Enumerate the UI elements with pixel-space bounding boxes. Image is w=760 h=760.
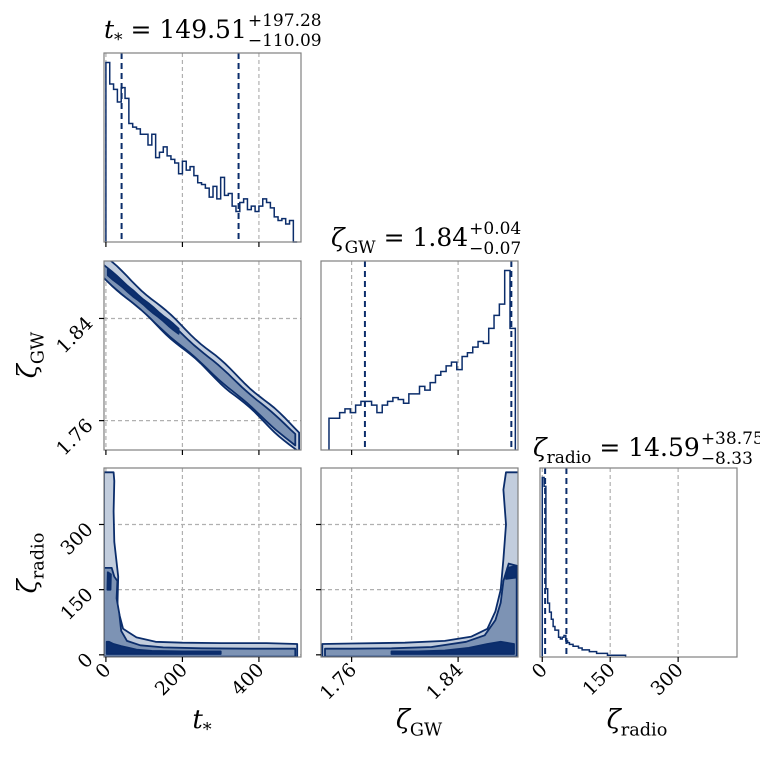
x-axis-label-zeta-gw: ζGW (396, 705, 443, 740)
panel-frame-0-0 (103, 52, 302, 243)
contour-inner-t-zgw (106, 268, 180, 335)
panel-frame-2-0 (103, 467, 302, 658)
contour-inner-zgw-zradio (390, 640, 515, 655)
title-1: ζGW = 1.84 (331, 223, 468, 258)
y-axis-label-zeta-gw: ζGW (13, 331, 48, 378)
contour-inner-t-zradio (105, 640, 222, 655)
x-tick-label: 1.76 (316, 659, 361, 704)
panel-frame-1-0 (103, 260, 302, 451)
x-tick-label: 400 (227, 659, 268, 700)
title-upper-error-0: +197.28 (248, 11, 322, 31)
x-axis-label-zeta-radio: ζradio (607, 705, 668, 740)
panel-frame-1-1 (320, 260, 519, 451)
contour-island-zgw-zradio (505, 564, 518, 580)
histogram-zeta-radio (541, 476, 627, 657)
title-2: ζradio = 14.59 (533, 433, 700, 468)
title-lower-error-1: −0.07 (469, 239, 521, 259)
title-0: t* = 149.51 (104, 15, 247, 50)
y-tick-label: 1.84 (52, 312, 97, 357)
x-tick-label: 300 (646, 659, 687, 700)
x-tick-label: 0 (528, 659, 552, 683)
x-tick-label: 1.84 (422, 659, 467, 704)
x-axis-label-t-star: t* (192, 705, 211, 740)
histogram-t-star (105, 61, 298, 243)
y-tick-label: 1.76 (52, 415, 97, 460)
title-lower-error-2: −8.33 (701, 449, 753, 469)
histogram-zeta-gw (328, 269, 517, 450)
contour-island-t-zradio (106, 571, 112, 591)
title-upper-error-1: +0.04 (469, 219, 521, 239)
contour-outer-t-zradio (104, 471, 299, 657)
x-tick-label: 200 (151, 659, 192, 700)
y-tick-label: 150 (56, 584, 97, 625)
title-lower-error-0: −110.09 (248, 31, 322, 51)
y-tick-label: 300 (56, 518, 97, 559)
panel-frame-2-2 (539, 467, 738, 658)
x-tick-label: 150 (579, 659, 620, 700)
panel-frame-2-1 (320, 467, 519, 658)
title-upper-error-2: +38.75 (701, 429, 760, 449)
y-axis-label-zeta-radio: ζradio (13, 533, 48, 594)
